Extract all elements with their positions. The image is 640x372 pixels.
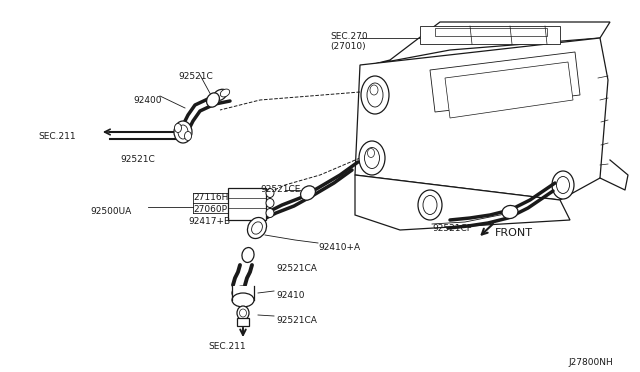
Ellipse shape (232, 293, 254, 307)
Text: 92500UA: 92500UA (90, 207, 131, 216)
Text: SEC.211: SEC.211 (208, 342, 246, 351)
Ellipse shape (175, 124, 182, 132)
Text: SEC.211: SEC.211 (38, 132, 76, 141)
Ellipse shape (242, 247, 254, 263)
Ellipse shape (423, 196, 437, 215)
Text: 27060P: 27060P (193, 205, 227, 214)
Text: 92521C: 92521C (178, 72, 212, 81)
Ellipse shape (174, 121, 192, 143)
Ellipse shape (365, 148, 380, 169)
Ellipse shape (370, 85, 378, 95)
Ellipse shape (367, 83, 383, 107)
Ellipse shape (220, 89, 230, 97)
Polygon shape (430, 52, 580, 112)
Ellipse shape (359, 141, 385, 175)
Text: 92410: 92410 (276, 291, 305, 300)
Ellipse shape (367, 148, 374, 157)
Ellipse shape (237, 306, 249, 320)
Ellipse shape (266, 208, 274, 218)
Ellipse shape (361, 76, 389, 114)
Text: 92410+A: 92410+A (318, 243, 360, 252)
Ellipse shape (552, 171, 574, 199)
Ellipse shape (418, 190, 442, 220)
Polygon shape (355, 38, 608, 200)
Text: 92521CA: 92521CA (276, 316, 317, 325)
Text: 27116H: 27116H (193, 193, 228, 202)
Bar (237, 318, 249, 326)
Polygon shape (445, 62, 573, 118)
Ellipse shape (502, 205, 518, 219)
Ellipse shape (252, 222, 262, 234)
Bar (232, 286, 254, 300)
Text: 92400: 92400 (133, 96, 161, 105)
Ellipse shape (239, 309, 246, 317)
Ellipse shape (301, 186, 316, 200)
Text: 92521CA: 92521CA (276, 264, 317, 273)
Text: SEC.270
(27010): SEC.270 (27010) (330, 32, 367, 51)
Text: FRONT: FRONT (495, 228, 533, 238)
Polygon shape (355, 175, 570, 230)
Ellipse shape (266, 199, 274, 208)
Text: 92417+B: 92417+B (188, 217, 230, 226)
Ellipse shape (178, 125, 188, 139)
Bar (420, 26, 560, 44)
Bar (435, 28, 547, 36)
Text: 92521CE: 92521CE (260, 185, 300, 194)
Ellipse shape (184, 131, 191, 141)
Text: 92521CF: 92521CF (432, 224, 472, 233)
Text: 92521C: 92521C (120, 155, 155, 164)
Ellipse shape (266, 189, 274, 198)
Ellipse shape (207, 93, 220, 107)
Bar (228, 188, 266, 220)
Ellipse shape (248, 218, 266, 238)
Ellipse shape (557, 176, 570, 193)
Text: J27800NH: J27800NH (568, 358, 612, 367)
Polygon shape (370, 22, 610, 65)
Ellipse shape (232, 286, 254, 300)
Ellipse shape (213, 89, 227, 101)
